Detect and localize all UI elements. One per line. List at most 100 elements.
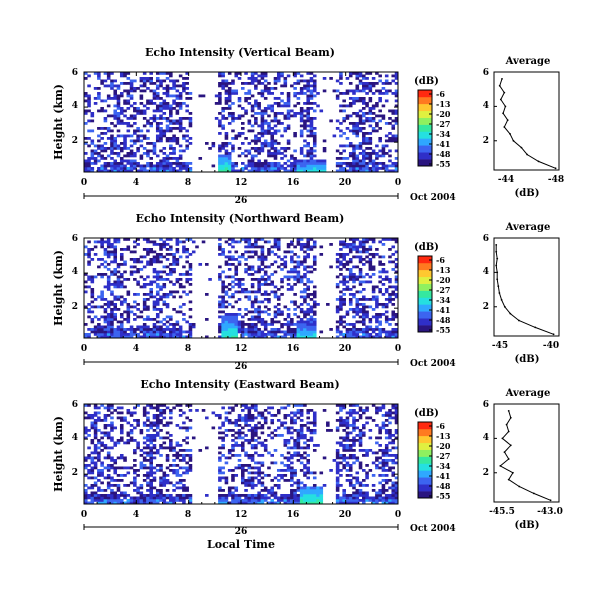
heatmap-cell (348, 104, 353, 108)
heatmap-cell (286, 426, 291, 430)
heatmap-cell (146, 250, 150, 254)
heatmap-cell (133, 426, 137, 430)
heatmap-cell (133, 245, 137, 249)
heatmap-cell (90, 330, 95, 334)
heatmap-cell (136, 489, 140, 492)
heatmap-cell (110, 152, 114, 155)
heatmap-cell (103, 117, 108, 120)
heatmap-cell (116, 285, 121, 289)
heatmap-cell (227, 419, 232, 422)
heatmap-cell (224, 159, 229, 163)
heatmap-cell (345, 494, 350, 497)
heatmap-cell (241, 328, 245, 331)
heatmap-cell (250, 419, 255, 422)
heatmap-cell (231, 469, 235, 472)
heatmap-cell (165, 154, 170, 158)
heatmap-cell (244, 313, 248, 316)
heatmap-cell (267, 152, 271, 155)
heatmap-cell (231, 112, 235, 115)
heatmap-cell (113, 84, 118, 88)
heatmap-cell (87, 102, 91, 105)
heatmap-cell (106, 456, 111, 460)
heatmap-cell (231, 335, 235, 339)
heatmap-cell (257, 245, 261, 249)
heatmap-cell (178, 102, 183, 105)
heatmap-cell (152, 501, 157, 505)
heatmap-cell (247, 409, 252, 412)
heatmap-cell (342, 303, 346, 306)
heatmap-cell (296, 79, 301, 83)
heatmap-cell (123, 300, 127, 304)
heatmap-cell (299, 149, 304, 153)
profile-point (509, 133, 511, 135)
heatmap-cell (84, 285, 88, 289)
heatmap-cell (348, 300, 353, 304)
heatmap-cell (286, 114, 291, 118)
heatmap-cell (172, 167, 176, 170)
heatmap-cell (273, 154, 278, 158)
heatmap-cell (290, 270, 294, 274)
heatmap-cell (267, 114, 271, 118)
heatmap-cell (188, 308, 193, 311)
heatmap-cell (283, 79, 288, 83)
colorbar-swatch (418, 159, 432, 167)
heatmap-cell (221, 444, 225, 447)
heatmap-cell (342, 494, 346, 497)
heatmap-cell (352, 315, 356, 319)
heatmap-cell (319, 496, 324, 500)
heatmap-cell (371, 330, 376, 334)
heatmap-cell (250, 167, 255, 170)
heatmap-cell (303, 335, 307, 339)
heatmap-cell (384, 499, 389, 502)
heatmap-cell (103, 419, 108, 422)
heatmap-cell (113, 471, 118, 475)
heatmap-cell (312, 102, 317, 105)
heatmap-cell (103, 250, 108, 254)
heatmap-cell (185, 469, 189, 472)
heatmap-cell (254, 164, 258, 168)
heatmap-cell (178, 404, 183, 407)
colorbar-swatch (418, 290, 432, 298)
heatmap-cell (84, 142, 88, 145)
heatmap-cell (224, 305, 229, 309)
heatmap-cell (365, 335, 369, 339)
heatmap-cell (152, 300, 157, 304)
heatmap-cell (90, 469, 95, 472)
heatmap-cell (306, 255, 310, 259)
heatmap-cell (237, 431, 242, 435)
heatmap-cell (371, 461, 376, 465)
heatmap-cell (345, 416, 350, 420)
heatmap-cell (384, 315, 389, 319)
heatmap-cell (149, 454, 153, 457)
heatmap-cell (384, 169, 389, 173)
heatmap-cell (391, 318, 396, 321)
heatmap-cell (303, 424, 307, 427)
heatmap-cell (116, 333, 121, 336)
heatmap-cell (250, 499, 255, 502)
heatmap-cell (146, 335, 150, 339)
heatmap-cell (142, 330, 147, 334)
heatmap-cell (231, 149, 235, 153)
heatmap-cell (119, 258, 124, 261)
heatmap-cell (162, 335, 167, 339)
heatmap-cell (113, 328, 118, 331)
heatmap-cell (97, 139, 101, 143)
heatmap-cell (110, 416, 114, 420)
heatmap-cell (309, 79, 314, 83)
heatmap-cell (169, 441, 173, 445)
heatmap-cell (335, 489, 340, 492)
heatmap-cell (103, 147, 108, 150)
heatmap-cell (146, 424, 150, 427)
heatmap-cell (119, 122, 124, 125)
heatmap-cell (84, 456, 88, 460)
profile-point (503, 91, 506, 94)
heatmap-cell (303, 496, 307, 500)
y-tick-label: 4 (72, 267, 78, 277)
heatmap-cell (87, 278, 91, 281)
heatmap-cell (146, 260, 150, 264)
heatmap-cell (103, 456, 108, 460)
heatmap-cell (273, 476, 278, 480)
heatmap-cell (133, 318, 137, 321)
heatmap-cell (316, 164, 320, 168)
heatmap-cell (286, 109, 291, 113)
